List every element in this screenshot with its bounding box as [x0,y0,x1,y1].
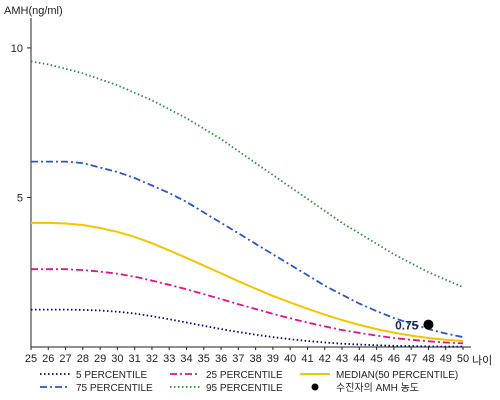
x-tick-label: 45 [370,353,382,365]
x-tick-label: 32 [146,353,158,365]
patient-amh-point [423,319,434,330]
legend-label: 95 PERCENTILE [206,383,283,394]
x-ticks: 25 26 27 28 29 30 31 32 33 34 35 36 37 38 39 40 41 42 43 44… [25,347,469,365]
x-tick-label: 43 [336,353,348,365]
legend-label: 5 PERCENTILE [76,370,147,381]
legend-item: 75 PERCENTILE [40,383,153,394]
x-tick-label: 34 [180,353,192,365]
x-tick-label: 27 [59,353,71,365]
x-tick-label: 41 [301,353,313,365]
legend-item: MEDIAN(50 PERCENTILE) [300,370,458,381]
x-tick-label: 33 [163,353,175,365]
legend-label: 수진자의 AMH 농도 [336,382,419,394]
x-tick-label: 40 [284,353,296,365]
x-tick-label: 25 [25,353,37,365]
x-tick-label: 37 [232,353,244,365]
x-tick-label: 46 [388,353,400,365]
x-tick-label: 31 [129,353,141,365]
x-tick-label: 28 [77,353,89,365]
patient-marker: 0.75 [395,319,434,333]
legend-item: 5 PERCENTILE [40,370,147,381]
legend-label: MEDIAN(50 PERCENTILE) [336,370,458,381]
legend-swatch [311,383,319,391]
x-tick-label: 26 [42,353,54,365]
y-tick-label: 10 [11,43,23,55]
x-tick-label: 38 [250,353,262,365]
legend-label: 25 PERCENTILE [206,370,283,381]
x-tick-label: 50 [457,353,469,365]
x-tick-label: 47 [405,353,417,365]
x-tick-label: 30 [111,353,123,365]
series-line-4 [31,221,464,342]
x-tick-label: 35 [198,353,210,365]
x-tick-label: 48 [422,353,434,365]
legend-item: 수진자의 AMH 농도 [311,382,419,394]
legend: 5 PERCENTILE 25 PERCENTILE MEDIAN(50 PERCE… [40,370,458,394]
patient-amh-value: 0.75 [395,319,419,333]
x-axis-label: 나이 [472,354,492,367]
series-line-0 [31,308,463,348]
legend-label: 75 PERCENTILE [76,383,153,394]
y-ticks: 5 10 [11,43,31,204]
y-tick-label: 5 [17,192,23,204]
x-tick-label: 36 [215,353,227,365]
legend-item: 95 PERCENTILE [170,383,283,394]
series-line-1 [31,268,464,345]
x-tick-label: 49 [440,353,452,365]
y-axis-label: AMH(ng/ml) [4,5,63,17]
x-tick-label: 44 [353,353,365,365]
x-tick-label: 39 [267,353,279,365]
legend-item: 25 PERCENTILE [170,370,283,381]
x-tick-label: 42 [319,353,331,365]
axes [30,18,471,348]
series-line-3 [30,60,464,289]
x-tick-label: 29 [94,353,106,365]
series-lines [30,60,464,348]
